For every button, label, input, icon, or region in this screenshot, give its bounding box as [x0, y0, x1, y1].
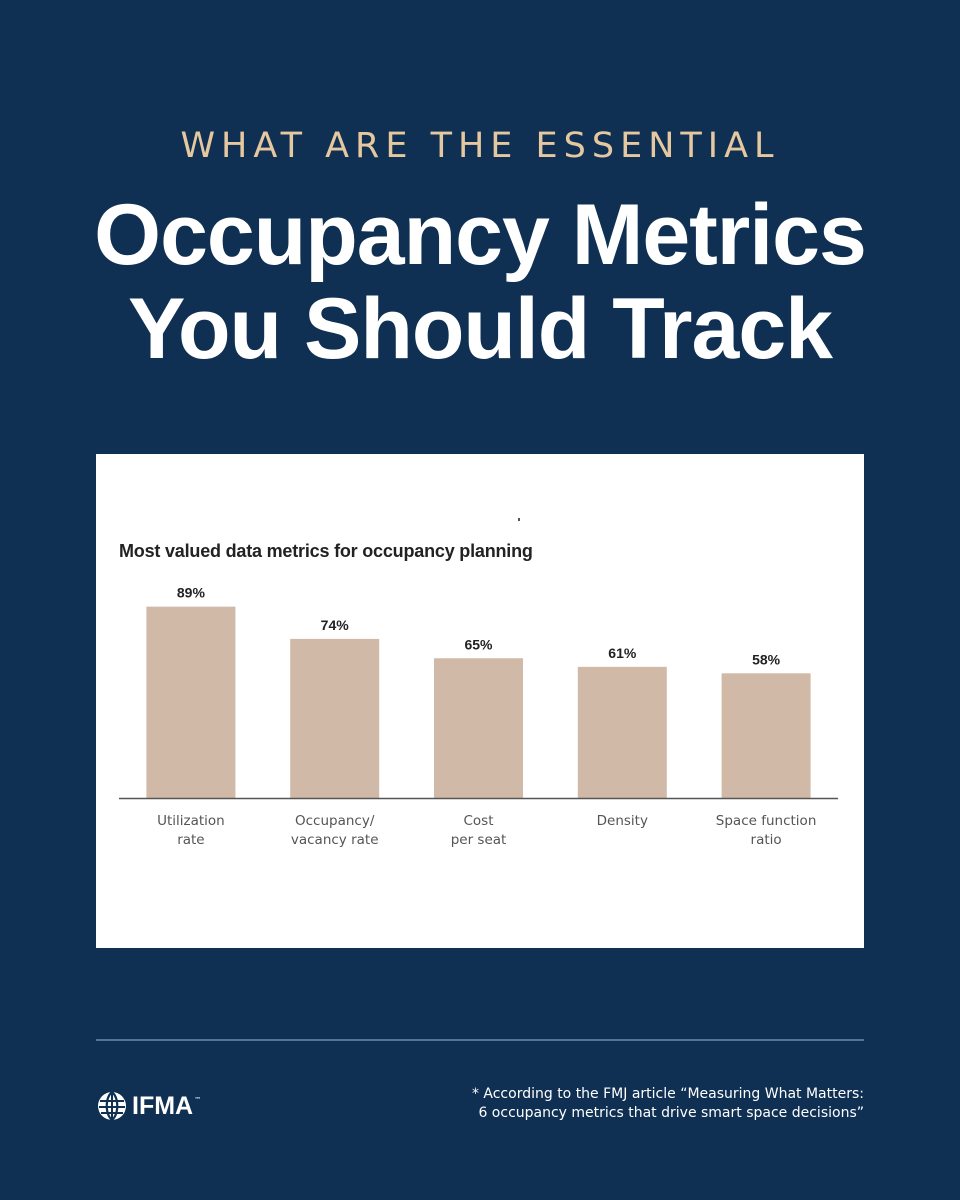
artifact-mark — [518, 518, 520, 521]
category-label-2-0: Cost — [463, 813, 493, 829]
category-label-4-0: Space function — [716, 813, 817, 829]
category-label-1-0: Occupancy/ — [295, 813, 375, 829]
headline-line-2: You Should Track — [128, 281, 833, 377]
value-label-2: 65% — [464, 636, 493, 652]
logo-text: IFMA — [132, 1091, 194, 1120]
bar-3 — [577, 666, 667, 798]
logo-trademark: ™ — [194, 1096, 202, 1104]
footnote-line-2: 6 occupancy metrics that drive smart spa… — [478, 1105, 864, 1121]
footnote: * According to the FMJ article “Measurin… — [472, 1085, 864, 1123]
value-label-4: 58% — [752, 651, 781, 667]
value-label-3: 61% — [608, 645, 637, 661]
footnote-line-1: * According to the FMJ article “Measurin… — [471, 1086, 864, 1102]
footer-divider — [96, 1039, 864, 1041]
chart-title: Most valued data metrics for occupancy p… — [119, 541, 533, 561]
bar-0 — [146, 606, 236, 798]
globe-icon — [98, 1091, 126, 1121]
bar-1 — [290, 638, 380, 798]
bar-2 — [434, 658, 523, 798]
category-label-0-1: rate — [177, 832, 204, 848]
category-label-0-0: Utilization — [157, 813, 225, 829]
category-label-4-1: ratio — [751, 832, 782, 848]
kicker-text: WHAT ARE THE ESSENTIAL — [180, 126, 780, 166]
value-label-0: 89% — [177, 585, 206, 601]
category-label-3-0: Density — [597, 813, 648, 829]
headline-line-1: Occupancy Metrics — [94, 187, 867, 283]
bar-chart: 89% Utilization rate 74% Occupancy/vacancy r… — [119, 585, 838, 848]
value-label-1: 74% — [321, 617, 350, 633]
chart-card: Most valued data metrics for occupancy p… — [96, 454, 864, 948]
bar-4 — [721, 673, 811, 798]
ifma-logo: IFMA ™ — [96, 1090, 201, 1122]
headline: Occupancy Metrics You Should Track — [0, 188, 960, 376]
category-label-2-1: per seat — [451, 832, 507, 848]
category-label-1-1: vacancy rate — [291, 832, 379, 848]
